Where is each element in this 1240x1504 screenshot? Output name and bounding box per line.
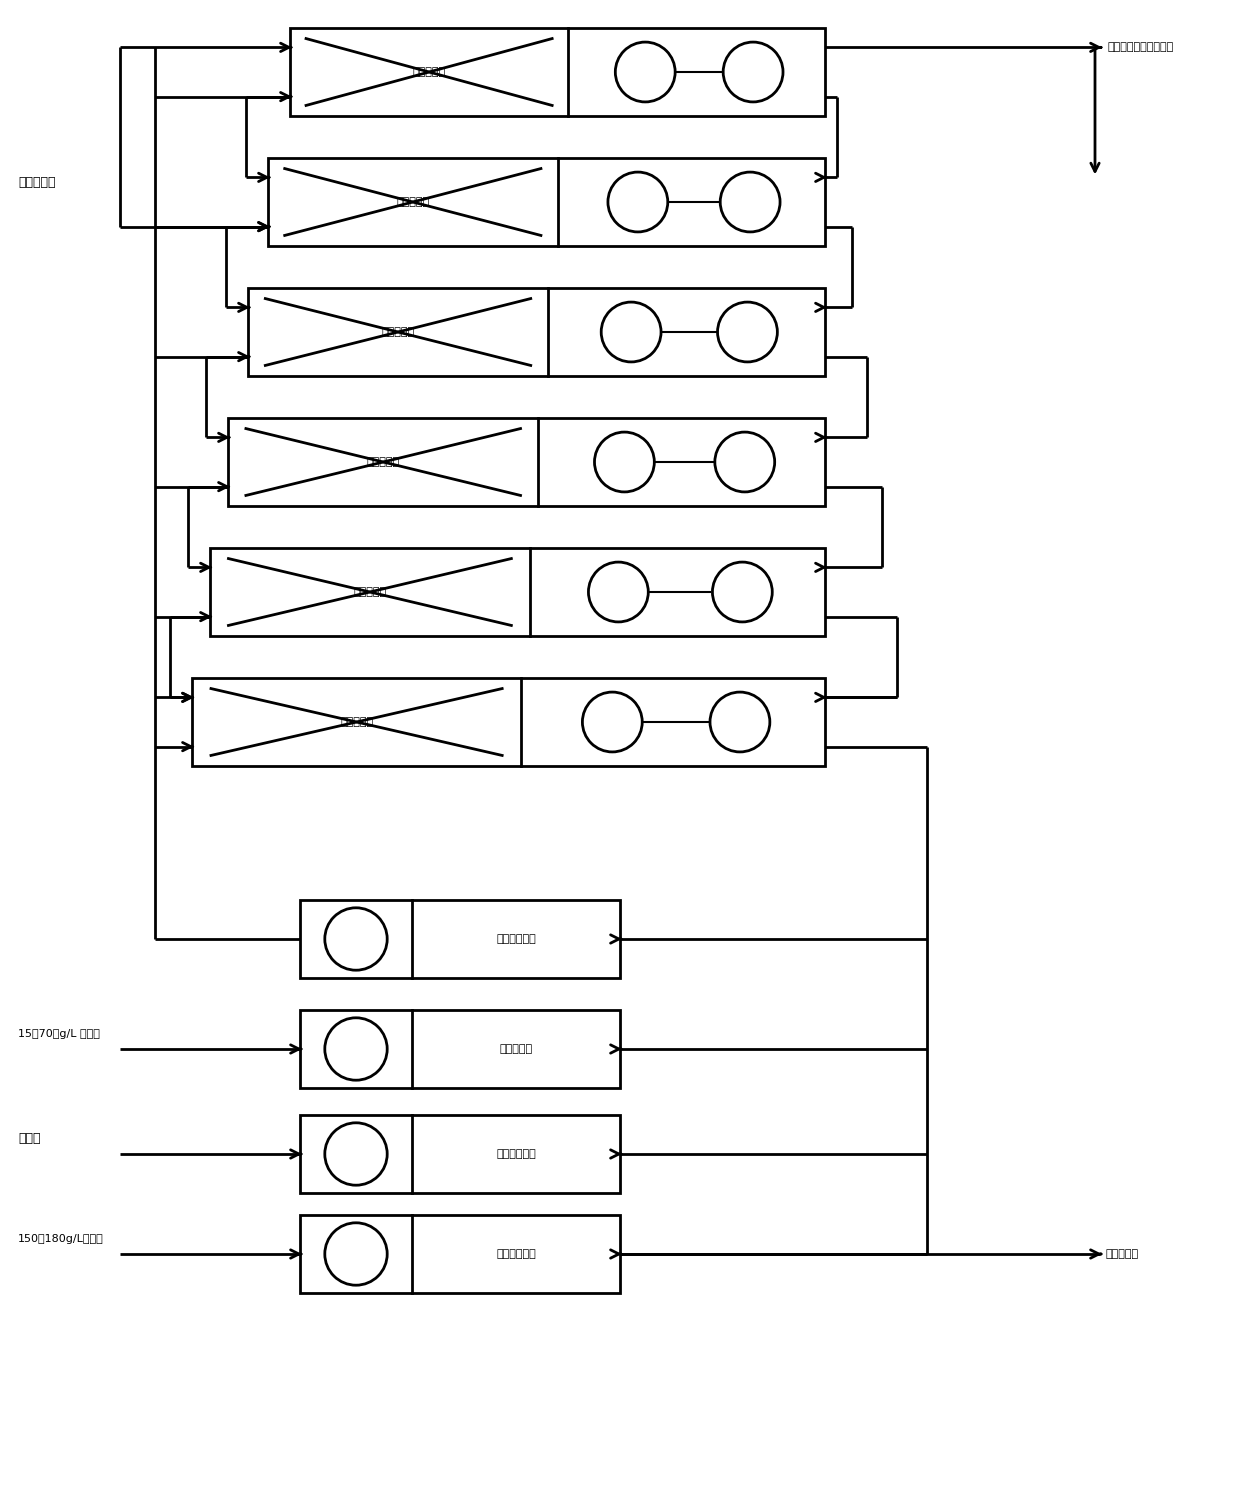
Bar (300, 899, 620, 978)
Text: 萸取第四级: 萸取第四级 (367, 457, 399, 468)
Text: 残余液（硫酸铵前液）: 残余液（硫酸铵前液） (1109, 42, 1174, 53)
Text: 有机相循环槽: 有机相循环槽 (496, 934, 536, 945)
Text: 洗水循环槽: 洗水循环槽 (500, 1044, 532, 1054)
Circle shape (713, 562, 773, 623)
Circle shape (325, 908, 387, 970)
Circle shape (723, 42, 782, 102)
Circle shape (325, 1223, 387, 1286)
Text: 萸取第一级: 萸取第一级 (413, 68, 445, 77)
Circle shape (615, 42, 675, 102)
Text: 15ｇ70ｗg/L 稀硫酸: 15ｇ70ｗg/L 稀硫酸 (19, 1029, 100, 1039)
Text: 氨锂络合液: 氨锂络合液 (19, 176, 56, 188)
Circle shape (711, 692, 770, 752)
Text: 萸取第二级: 萸取第二级 (397, 197, 429, 208)
Text: 萸取第六级: 萸取第六级 (340, 717, 373, 726)
Circle shape (718, 302, 777, 362)
Circle shape (720, 171, 780, 232)
Bar (300, 1215, 620, 1293)
Bar (300, 1011, 620, 1087)
Bar (228, 418, 825, 505)
Bar (210, 547, 825, 636)
Circle shape (589, 562, 649, 623)
Text: 再生水循环槽: 再生水循环槽 (496, 1149, 536, 1160)
Circle shape (325, 1123, 387, 1185)
Text: 硫酸铜富液槽: 硫酸铜富液槽 (496, 1248, 536, 1259)
Circle shape (325, 1018, 387, 1080)
Bar (268, 158, 825, 247)
Bar (300, 1114, 620, 1193)
Text: 萸取第五级: 萸取第五级 (353, 587, 387, 597)
Bar (248, 287, 825, 376)
Circle shape (583, 692, 642, 752)
Circle shape (714, 432, 775, 492)
Circle shape (608, 171, 668, 232)
Text: 钒化水: 钒化水 (19, 1133, 41, 1146)
Text: 150～180g/L稀硫酸: 150～180g/L稀硫酸 (19, 1233, 104, 1244)
Text: 硫酸铜浓液: 硫酸铜浓液 (1105, 1248, 1138, 1259)
Text: 萸取第三级: 萸取第三级 (382, 326, 414, 337)
Bar (290, 29, 825, 116)
Bar (192, 678, 825, 766)
Circle shape (594, 432, 655, 492)
Circle shape (601, 302, 661, 362)
